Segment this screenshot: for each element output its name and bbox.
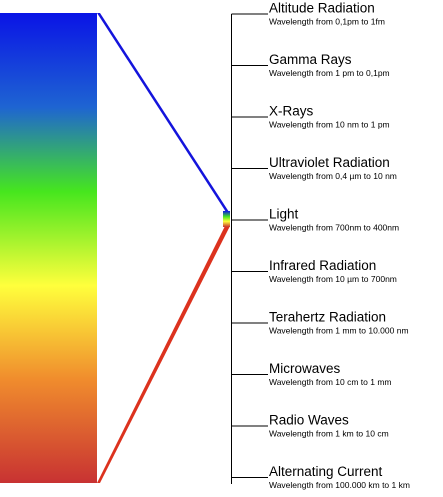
band-name: Gamma Rays	[269, 52, 352, 67]
band-wavelength-range: Wavelength from 700nm to 400nm	[269, 223, 399, 233]
band-wavelength-range: Wavelength from 1 pm to 0,1pm	[269, 68, 390, 78]
visible-spectrum-bar	[0, 13, 97, 483]
band-name: Terahertz Radiation	[269, 310, 386, 325]
band-wavelength-range: Wavelength from 1 km to 10 cm	[269, 429, 389, 439]
band-name: Radio Waves	[269, 413, 349, 428]
lower-connector-wedge	[97, 226, 230, 483]
band-wavelength-range: Wavelength from 0,1pm to 1fm	[269, 17, 385, 27]
band-wavelength-range: Wavelength from 1 mm to 10.000 nm	[269, 326, 409, 336]
band-wavelength-range: Wavelength from 10 cm to 1 mm	[269, 377, 392, 387]
light-band-marker	[223, 211, 230, 227]
band-wavelength-range: Wavelength from 100.000 km to 1 km	[269, 480, 410, 490]
band-name: Altitude Radiation	[269, 1, 375, 16]
band-wavelength-range: Wavelength from 10 µm to 700nm	[269, 274, 397, 284]
band-name: X-Rays	[269, 104, 314, 119]
band-wavelength-range: Wavelength from 10 nm to 1 pm	[269, 120, 390, 130]
upper-connector-wedge	[97, 13, 229, 212]
band-wavelength-range: Wavelength from 0,4 µm to 10 nm	[269, 171, 397, 181]
band-name: Alternating Current	[269, 464, 383, 479]
band-name: Ultraviolet Radiation	[269, 155, 390, 170]
band-name: Microwaves	[269, 361, 341, 376]
band-name: Light	[269, 207, 299, 222]
band-name: Infrared Radiation	[269, 258, 376, 273]
